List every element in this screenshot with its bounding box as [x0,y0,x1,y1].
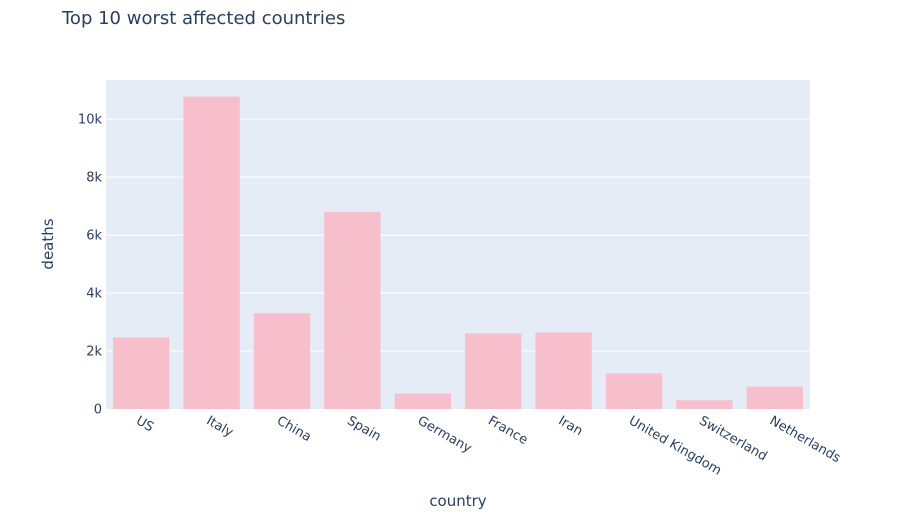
bar-spain [324,211,381,409]
x-tick-label: Spain [344,413,383,444]
y-tick-label: 10k [78,113,103,128]
x-tick-label: Netherlands [767,413,843,466]
chart-title: Top 10 worst affected countries [61,8,345,29]
y-tick-label: 4k [86,287,102,302]
bar-germany [394,393,451,409]
x-tick-label: France [485,413,530,448]
x-tick-label: Italy [204,413,236,440]
y-tick-label: 0 [94,403,102,418]
bar-switzerland [676,400,733,409]
bar-iran [535,332,592,409]
bar-china [253,313,311,409]
x-tick-label: Iran [556,413,585,439]
y-tick-label: 6k [86,229,102,244]
x-tick-label: China [274,413,314,445]
x-axis-title: country [429,492,486,510]
y-tick-label: 2k [86,345,102,360]
x-tick-label: US [133,413,156,435]
bar-united-kingdom [605,373,663,409]
y-axis-title: deaths [39,218,57,269]
bar-us [113,337,170,409]
x-tick-label: Germany [415,413,475,456]
x-axis-ticks: US Italy China Spain Germany France Iran United… [133,413,843,478]
bar-france [465,333,522,409]
bars [113,96,803,409]
y-axis-ticks: 0 2k 4k 6k 8k 10k [78,113,103,418]
bar-italy [183,96,240,409]
y-tick-label: 8k [86,171,102,186]
bar-netherlands [746,386,803,409]
